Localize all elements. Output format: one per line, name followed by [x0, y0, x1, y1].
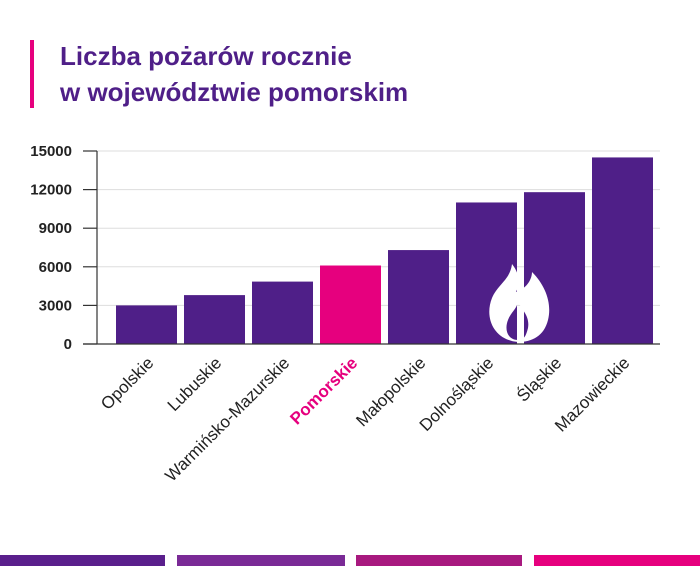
bar-3 [252, 281, 313, 344]
bar-5 [388, 250, 449, 344]
y-tick-label: 3000 [39, 297, 72, 314]
x-tick-label: Lubuskie [164, 353, 226, 415]
y-tick-label: 0 [64, 336, 72, 353]
bar-2 [184, 295, 245, 344]
x-tick-label: Pomorskie [286, 353, 361, 428]
footer-segment-3 [356, 555, 522, 566]
bar-4 [320, 265, 381, 344]
footer-segment-1 [0, 555, 165, 566]
footer-segment-2 [177, 555, 345, 566]
footer-stripe [0, 555, 700, 566]
y-tick-label: 9000 [39, 220, 72, 237]
bar-6 [456, 202, 517, 344]
chart-title-line-1: Liczba pożarów rocznie [60, 41, 352, 71]
y-tick-label: 12000 [30, 182, 72, 199]
x-tick-label: Śląskie [513, 353, 565, 405]
bar-8 [592, 157, 653, 344]
chart-title-line-2: w województwie pomorskim [60, 77, 409, 107]
footer-segment-4 [534, 555, 700, 566]
y-tick-label: 15000 [30, 143, 72, 160]
chart-title: Liczba pożarów rocznie w województwie po… [60, 38, 408, 110]
bar-1 [116, 305, 177, 344]
x-tick-label: Warmińsko-Mazurskie [161, 353, 293, 485]
y-tick-label: 6000 [39, 259, 72, 276]
flame-icon [489, 264, 550, 342]
title-accent-bar [30, 40, 34, 108]
x-tick-label: Opolskie [97, 353, 157, 413]
